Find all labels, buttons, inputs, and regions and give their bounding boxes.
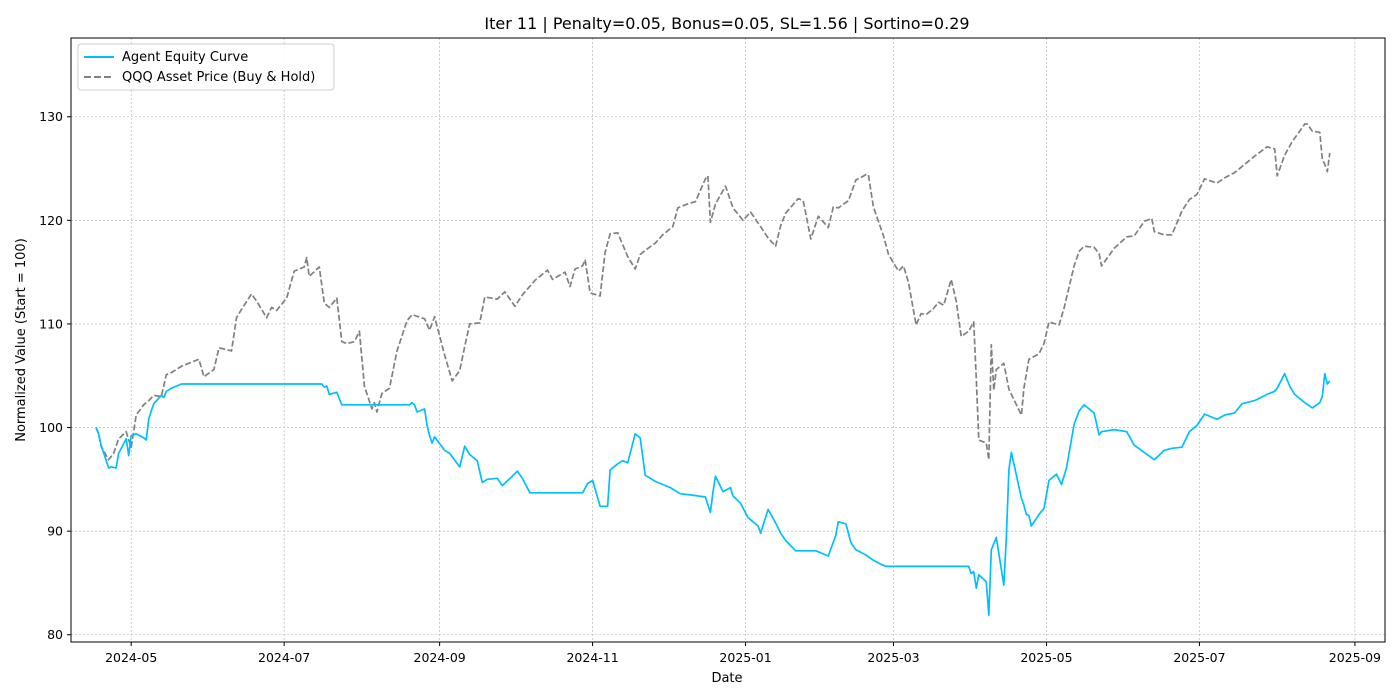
x-tick-label: 2024-09	[414, 650, 466, 665]
chart-title: Iter 11 | Penalty=0.05, Bonus=0.05, SL=1…	[484, 14, 969, 33]
x-tick-label: 2025-05	[1020, 650, 1072, 665]
legend-label-agent: Agent Equity Curve	[122, 50, 248, 65]
x-tick-label: 2025-07	[1173, 650, 1225, 665]
series-layer	[95, 123, 1331, 616]
legend-box	[77, 43, 335, 91]
y-tick-label: 120	[39, 213, 63, 228]
y-tick-label: 110	[39, 316, 63, 331]
x-tick-label: 2025-09	[1329, 650, 1381, 665]
x-axis-label: Date	[711, 671, 742, 686]
x-tick-label: 2024-07	[258, 650, 310, 665]
y-tick-label: 80	[47, 627, 63, 642]
x-tick-label: 2025-01	[719, 650, 771, 665]
asset-price-line	[95, 123, 1331, 461]
legend-label-asset: QQQ Asset Price (Buy & Hold)	[122, 70, 315, 85]
y-axis-label: Normalized Value (Start = 100)	[14, 238, 29, 442]
grid	[71, 38, 1385, 642]
agent-equity-line	[95, 372, 1331, 616]
ticks: 2024-05 2024-07 2024-09 2024-11 2025-01 2025-…	[39, 109, 1381, 665]
legend: Agent Equity Curve QQQ Asset Price (Buy …	[77, 43, 335, 91]
y-tick-label: 90	[47, 524, 63, 539]
x-tick-label: 2024-05	[105, 650, 157, 665]
y-tick-label: 100	[39, 420, 63, 435]
x-tick-label: 2025-03	[867, 650, 919, 665]
x-tick-label: 2024-11	[566, 650, 618, 665]
y-tick-label: 130	[39, 109, 63, 124]
plot-frame	[70, 37, 1386, 643]
